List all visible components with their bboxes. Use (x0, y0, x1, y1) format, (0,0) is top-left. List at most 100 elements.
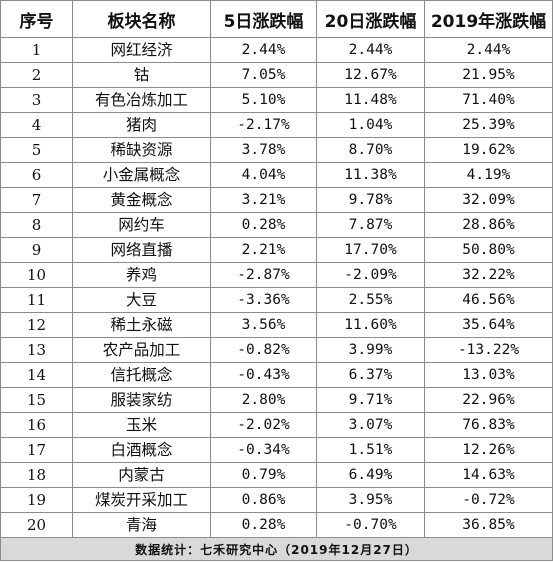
cell-index: 8 (0, 212, 73, 238)
cell-5day-change: -2.02% (210, 412, 317, 438)
cell-5day-change: 0.28% (210, 512, 317, 538)
cell-index: 5 (0, 137, 73, 163)
cell-5day-change: 3.21% (210, 187, 317, 213)
header-2019-change: 2019年涨跌幅 (424, 0, 553, 38)
table-row: 13 农产品加工 -0.82% 3.99% -13.22% (0, 337, 553, 363)
table-row: 11 大豆 -3.36% 2.55% 46.56% (0, 287, 553, 313)
cell-2019-change: 32.09% (424, 187, 553, 213)
cell-index: 11 (0, 287, 73, 313)
cell-index: 7 (0, 187, 73, 213)
cell-sector-name: 稀缺资源 (72, 137, 211, 163)
cell-20day-change: 2.44% (316, 37, 425, 63)
cell-5day-change: 0.86% (210, 487, 317, 513)
cell-sector-name: 煤炭开采加工 (72, 487, 211, 513)
cell-5day-change: 0.79% (210, 462, 317, 488)
cell-20day-change: 3.95% (316, 487, 425, 513)
cell-index: 16 (0, 412, 73, 438)
cell-2019-change: 12.26% (424, 437, 553, 463)
table-row: 12 稀土永磁 3.56% 11.60% 35.64% (0, 312, 553, 338)
cell-index: 13 (0, 337, 73, 363)
cell-index: 15 (0, 387, 73, 413)
cell-sector-name: 服装家纺 (72, 387, 211, 413)
cell-20day-change: 9.78% (316, 187, 425, 213)
cell-2019-change: 71.40% (424, 87, 553, 113)
cell-20day-change: 3.07% (316, 412, 425, 438)
cell-5day-change: 2.21% (210, 237, 317, 263)
cell-index: 6 (0, 162, 73, 188)
cell-index: 9 (0, 237, 73, 263)
cell-sector-name: 玉米 (72, 412, 211, 438)
footer-row: 数据统计：七禾研究中心（2019年12月27日） (0, 537, 553, 561)
cell-20day-change: 9.71% (316, 387, 425, 413)
table-row: 6 小金属概念 4.04% 11.38% 4.19% (0, 162, 553, 188)
cell-sector-name: 农产品加工 (72, 337, 211, 363)
cell-2019-change: 21.95% (424, 62, 553, 88)
cell-2019-change: 36.85% (424, 512, 553, 538)
header-index: 序号 (0, 0, 73, 38)
cell-5day-change: 4.04% (210, 162, 317, 188)
cell-sector-name: 小金属概念 (72, 162, 211, 188)
cell-2019-change: 76.83% (424, 412, 553, 438)
header-5day-change: 5日涨跌幅 (210, 0, 317, 38)
cell-index: 4 (0, 112, 73, 138)
table-row: 5 稀缺资源 3.78% 8.70% 19.62% (0, 137, 553, 163)
cell-index: 12 (0, 312, 73, 338)
table-row: 17 白酒概念 -0.34% 1.51% 12.26% (0, 437, 553, 463)
cell-2019-change: 22.96% (424, 387, 553, 413)
table-row: 10 养鸡 -2.87% -2.09% 32.22% (0, 262, 553, 288)
cell-sector-name: 猪肉 (72, 112, 211, 138)
cell-sector-name: 大豆 (72, 287, 211, 313)
cell-sector-name: 信托概念 (72, 362, 211, 388)
table-row: 20 青海 0.28% -0.70% 36.85% (0, 512, 553, 538)
cell-20day-change: 1.04% (316, 112, 425, 138)
cell-5day-change: -2.17% (210, 112, 317, 138)
table-row: 8 网约车 0.28% 7.87% 28.86% (0, 212, 553, 238)
table-row: 19 煤炭开采加工 0.86% 3.95% -0.72% (0, 487, 553, 513)
cell-sector-name: 青海 (72, 512, 211, 538)
cell-index: 1 (0, 37, 73, 63)
cell-sector-name: 黄金概念 (72, 187, 211, 213)
cell-20day-change: 6.37% (316, 362, 425, 388)
cell-20day-change: 1.51% (316, 437, 425, 463)
cell-2019-change: 32.22% (424, 262, 553, 288)
cell-20day-change: 2.55% (316, 287, 425, 313)
cell-2019-change: -13.22% (424, 337, 553, 363)
cell-20day-change: 12.67% (316, 62, 425, 88)
cell-index: 17 (0, 437, 73, 463)
cell-2019-change: 14.63% (424, 462, 553, 488)
cell-sector-name: 稀土永磁 (72, 312, 211, 338)
cell-index: 10 (0, 262, 73, 288)
cell-20day-change: -0.70% (316, 512, 425, 538)
cell-5day-change: -2.87% (210, 262, 317, 288)
cell-2019-change: 2.44% (424, 37, 553, 63)
cell-sector-name: 白酒概念 (72, 437, 211, 463)
cell-20day-change: 11.38% (316, 162, 425, 188)
cell-20day-change: 17.70% (316, 237, 425, 263)
cell-5day-change: 2.44% (210, 37, 317, 63)
cell-20day-change: 7.87% (316, 212, 425, 238)
cell-20day-change: 6.49% (316, 462, 425, 488)
cell-sector-name: 养鸡 (72, 262, 211, 288)
cell-20day-change: 11.48% (316, 87, 425, 113)
cell-2019-change: 28.86% (424, 212, 553, 238)
cell-5day-change: -3.36% (210, 287, 317, 313)
cell-5day-change: -0.82% (210, 337, 317, 363)
cell-2019-change: 50.80% (424, 237, 553, 263)
cell-2019-change: 19.62% (424, 137, 553, 163)
table-row: 14 信托概念 -0.43% 6.37% 13.03% (0, 362, 553, 388)
cell-5day-change: 3.56% (210, 312, 317, 338)
cell-2019-change: 46.56% (424, 287, 553, 313)
cell-2019-change: 25.39% (424, 112, 553, 138)
cell-5day-change: 7.05% (210, 62, 317, 88)
cell-index: 18 (0, 462, 73, 488)
cell-5day-change: -0.43% (210, 362, 317, 388)
cell-2019-change: -0.72% (424, 487, 553, 513)
cell-5day-change: -0.34% (210, 437, 317, 463)
cell-20day-change: 8.70% (316, 137, 425, 163)
cell-20day-change: 11.60% (316, 312, 425, 338)
table-row: 15 服装家纺 2.80% 9.71% 22.96% (0, 387, 553, 413)
cell-sector-name: 网络直播 (72, 237, 211, 263)
cell-index: 3 (0, 87, 73, 113)
